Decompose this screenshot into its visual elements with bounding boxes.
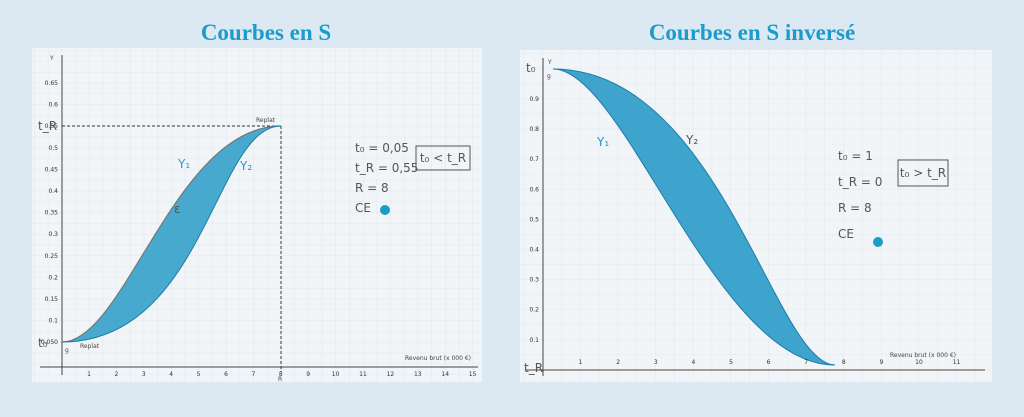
x-tick-label: 3 — [142, 371, 146, 378]
y-tick-label: 0.45 — [45, 166, 59, 173]
x-tick-label: 14 — [441, 371, 449, 378]
y-tick-label: 0.3 — [48, 231, 58, 238]
parameter: R = 8 — [838, 201, 872, 215]
flat-label: Replat — [80, 343, 100, 350]
axis-mark: R — [278, 376, 282, 383]
x-tick-label: 1 — [87, 371, 91, 378]
curve-label: Y₁ — [596, 135, 609, 149]
y-tick-label: 0.1 — [48, 318, 58, 325]
y-tick-label: 0.65 — [45, 80, 59, 87]
box — [897, 159, 949, 187]
parameter: t_R = 0 — [838, 175, 882, 189]
curve-label: Y₂ — [685, 133, 698, 147]
y-tick-label: 0.5 — [529, 216, 539, 223]
axis-mark: t₀ — [38, 336, 48, 350]
y-tick-label: 0.4 — [48, 188, 58, 195]
x-tick-label: 9 — [879, 359, 883, 366]
x-tick-label: 3 — [654, 359, 658, 366]
y-tick-label: 0.6 — [48, 102, 58, 109]
band — [553, 69, 835, 365]
flat-label: Replat — [256, 117, 276, 124]
x-tick-label: 11 — [953, 359, 961, 366]
axis-label: Y — [547, 59, 552, 66]
x-tick-label: 4 — [169, 371, 173, 378]
y-tick-label: 0.5 — [48, 145, 58, 152]
parameter: t₀ = 0,05 — [355, 141, 409, 155]
box — [415, 145, 471, 171]
axis-mark: t_R — [38, 119, 57, 133]
x-tick-label: 15 — [469, 371, 477, 378]
y-tick-label: 0.35 — [45, 210, 59, 217]
x-tick-label: 10 — [332, 371, 340, 378]
y-tick-label: 0.15 — [45, 296, 59, 303]
band-label: ε — [174, 202, 181, 216]
y-tick-label: 0.7 — [529, 156, 539, 163]
y-tick-label: 0.2 — [529, 307, 539, 314]
parameter: CE — [355, 201, 371, 215]
y-tick-label: 0.25 — [45, 253, 59, 260]
condition: t₀ < t_R — [420, 151, 466, 165]
parameter: CE — [838, 227, 854, 241]
x-tick-label: 8 — [842, 359, 846, 366]
x-tick-label: 13 — [414, 371, 422, 378]
x-tick-label: 2 — [114, 371, 118, 378]
curve — [552, 68, 836, 366]
x-tick-label: 8 — [279, 371, 283, 378]
x-tick-label: 2 — [616, 359, 620, 366]
x-tick-label: 7 — [804, 359, 808, 366]
grid — [520, 50, 992, 382]
y-tick-label: 0.050 — [41, 339, 58, 346]
x-tick-label: 1 — [579, 359, 583, 366]
axis-mark: t₀ — [526, 61, 536, 75]
x-tick-label: 6 — [224, 371, 228, 378]
panel-title: Courbes en S — [201, 20, 331, 45]
y-tick-label: 0.6 — [529, 186, 539, 193]
y-tick-label: 0.9 — [529, 96, 539, 103]
curve — [552, 68, 836, 366]
axis-label: Revenu brut (x 000 €) — [405, 355, 471, 362]
y-tick-label: 0.2 — [48, 274, 58, 281]
panel-title: Courbes en S inversé — [649, 20, 855, 45]
x-tick-label: 10 — [915, 359, 923, 366]
axis-mark: t_R — [524, 361, 543, 375]
axis-mark: g — [65, 347, 69, 354]
condition: t₀ > t_R — [900, 166, 946, 180]
axis-label: Revenu brut (x 000 €) — [890, 352, 956, 359]
parameter: t₀ = 1 — [838, 149, 873, 163]
x-tick-label: 6 — [767, 359, 771, 366]
dot — [380, 205, 390, 215]
y-tick-label: 0.8 — [529, 126, 539, 133]
y-tick-label: 0.3 — [529, 277, 539, 284]
axis-label: Y — [49, 55, 54, 62]
dot — [873, 237, 883, 247]
band — [62, 126, 281, 342]
x-tick-label: 5 — [729, 359, 733, 366]
parameter: t_R = 0,55 — [355, 161, 418, 175]
curve-label: Y₁ — [177, 157, 190, 171]
x-tick-label: 11 — [359, 371, 367, 378]
parameter: R = 8 — [355, 181, 389, 195]
axis-mark: g — [547, 73, 551, 80]
curve-label: Y₂ — [239, 159, 252, 173]
y-tick-label: 0.4 — [529, 247, 539, 254]
curve — [61, 125, 282, 343]
x-tick-label: 5 — [197, 371, 201, 378]
x-tick-label: 4 — [691, 359, 695, 366]
x-tick-label: 7 — [251, 371, 255, 378]
y-tick-label: 0.55 — [45, 123, 59, 130]
x-tick-label: 9 — [306, 371, 310, 378]
curve — [61, 125, 282, 343]
y-tick-label: 0.1 — [529, 337, 539, 344]
x-tick-label: 12 — [387, 371, 395, 378]
